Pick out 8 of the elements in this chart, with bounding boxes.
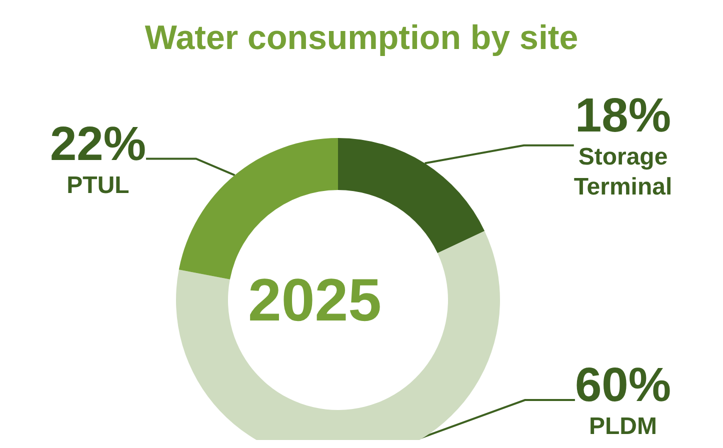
data-label: 60% [574, 359, 672, 412]
slice-label: PTUL [66, 172, 130, 199]
chart-title: Water consumption by site [144, 19, 578, 57]
slice-label: Storage Terminal [574, 143, 672, 200]
data-label: 22% [50, 118, 146, 171]
text: 2025 [248, 266, 382, 334]
slice-label: PLDM [589, 413, 657, 440]
data-label: 18% [574, 89, 672, 142]
